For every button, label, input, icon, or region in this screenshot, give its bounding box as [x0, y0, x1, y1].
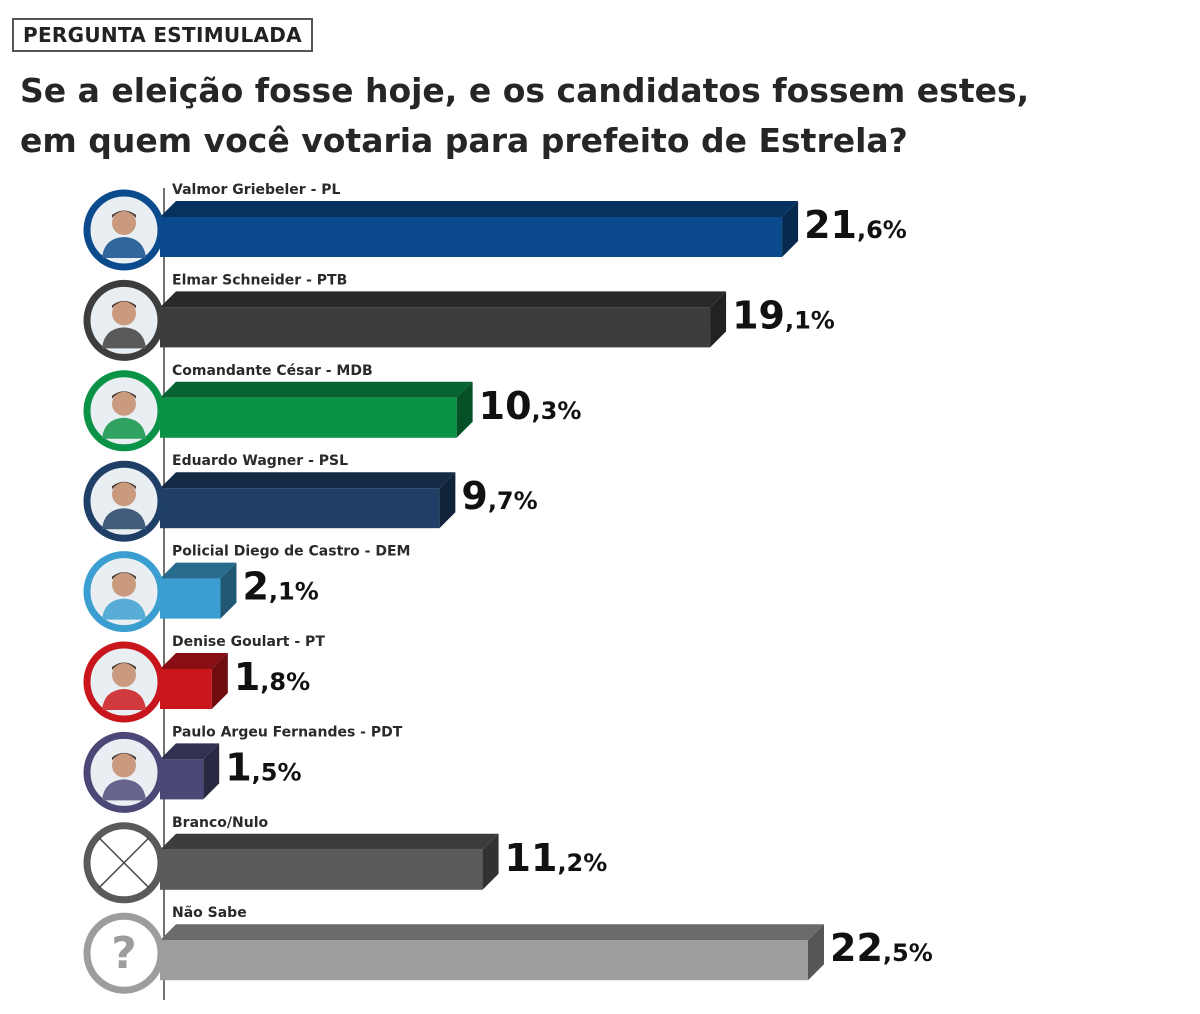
bar-value-label: 2,1% [242, 565, 318, 609]
bar [160, 307, 711, 348]
bar-top-face [160, 743, 220, 760]
bar-value-label: 21,6% [804, 203, 907, 247]
bar [160, 940, 808, 981]
bar-value-label: 19,1% [732, 293, 835, 337]
bar-top-face [160, 833, 499, 850]
bar-value-label: 10,3% [479, 384, 582, 428]
bar-label: Paulo Argeu Fernandes - PDT [172, 724, 403, 740]
question-mark-icon: ? [83, 912, 165, 994]
bar-row: Elmar Schneider - PTB 19,1% [83, 272, 835, 361]
bar-side-face [220, 562, 237, 619]
bar [160, 217, 783, 257]
bar-row: Policial Diego de Castro - DEM 2,1% [83, 544, 410, 633]
candidate-avatar [83, 370, 165, 452]
bar-side-face [203, 743, 220, 800]
bar-top-face [160, 201, 799, 217]
bar-side-face [211, 653, 228, 709]
chart-title-line-2: em quem você votaria para prefeito de Es… [20, 121, 908, 160]
bar-value-label: 1,5% [225, 745, 301, 789]
candidate-avatar [83, 551, 165, 633]
candidate-avatar [83, 641, 165, 723]
candidate-avatar [83, 189, 165, 271]
bar-top-face [160, 924, 824, 941]
bar-side-face [439, 472, 456, 529]
bar-label: Eduardo Wagner - PSL [172, 453, 348, 469]
bar-top-face [160, 562, 237, 579]
svg-text:?: ? [111, 928, 137, 979]
bar [160, 488, 440, 529]
bar [160, 759, 204, 800]
bar-value-label: 11,2% [505, 836, 608, 880]
chart-title: Se a eleição fosse hoje, e os candidatos… [20, 66, 1170, 166]
candidate-avatar [83, 731, 165, 813]
bar-row: Paulo Argeu Fernandes - PDT 1,5% [83, 724, 403, 813]
bar-row: Valmor Griebeler - PL 21,6% [83, 182, 907, 271]
bar-label: Denise Goulart - PT [172, 634, 325, 650]
bar-row: Eduardo Wagner - PSL 9,7% [83, 453, 538, 542]
bar [160, 849, 483, 890]
candidate-avatar [83, 279, 165, 361]
candidate-avatar [83, 460, 165, 542]
bar-label: Branco/Nulo [172, 815, 269, 831]
bar-label: Elmar Schneider - PTB [172, 272, 347, 288]
bar-side-face [456, 381, 473, 438]
bar-label: Não Sabe [172, 905, 247, 921]
bar-value-label: 22,5% [830, 926, 933, 970]
bar [160, 397, 457, 438]
question-type-tag: PERGUNTA ESTIMULADA [12, 18, 313, 52]
bar-value-label: 9,7% [461, 474, 537, 518]
bar-top-face [160, 472, 456, 489]
bar [160, 669, 212, 709]
bar-row: Branco/Nulo 11,2% [83, 815, 608, 904]
bar [160, 578, 221, 619]
bar-side-face [808, 924, 824, 981]
x-mark-icon [83, 822, 165, 904]
bar-label: Valmor Griebeler - PL [172, 182, 341, 198]
bar-label: Comandante César - MDB [172, 363, 373, 379]
bar-side-face [782, 201, 799, 257]
bar-top-face [160, 291, 727, 308]
bar-top-face [160, 381, 473, 398]
bar-side-face [710, 291, 727, 348]
chart-title-line-1: Se a eleição fosse hoje, e os candidatos… [20, 71, 1030, 110]
bar-row: Denise Goulart - PT 1,8% [83, 634, 325, 723]
bar-label: Policial Diego de Castro - DEM [172, 544, 410, 560]
bar-value-label: 1,8% [234, 655, 310, 699]
bar-row: Não Sabe 22,5%? [83, 905, 933, 994]
bar-side-face [482, 833, 499, 890]
bar-row: Comandante César - MDB 10,3% [83, 363, 582, 452]
bar-top-face [160, 653, 228, 669]
